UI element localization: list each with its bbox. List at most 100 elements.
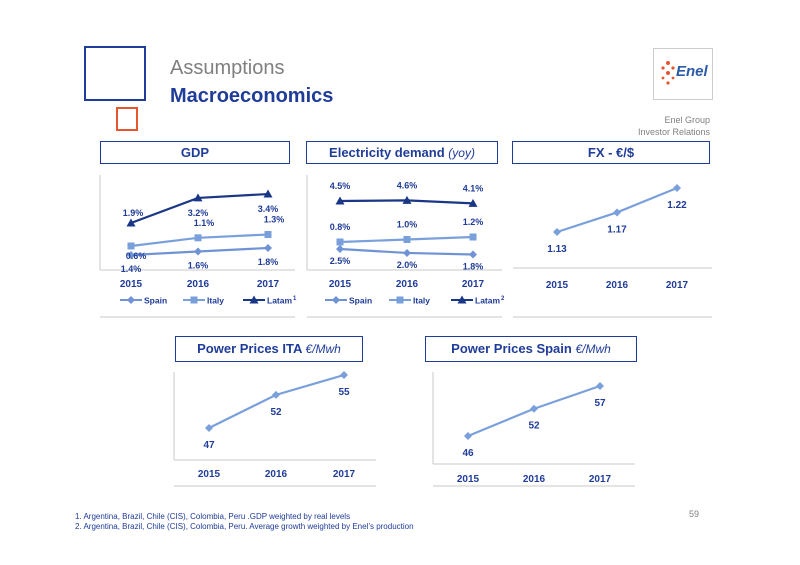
gdp-point-latam [193,193,203,202]
fx-data-point [673,184,681,192]
gdp-legend-label-spain: Spain [144,296,167,306]
demand-data-label-latam: 4.5% [330,181,351,191]
demand-data-label-spain: 2.0% [397,260,418,270]
spain-data-label: 46 [462,448,474,459]
gdp-legend-marker-spain [127,296,135,304]
ita-data-point [205,424,213,432]
fx-data-label: 1.13 [547,244,567,255]
demand-legend-label-italy: Italy [413,296,430,306]
fx-x-tick-label: 2015 [546,280,569,291]
spain-data-point [464,432,472,440]
spain-title-unit: €/Mwh [575,342,611,356]
demand-point-italy [403,236,411,243]
gdp-point-italy [127,242,135,250]
spain-chart: 2015 2016 2017 46 52 57 [432,372,635,487]
gdp-point-spain [264,244,272,252]
gdp-data-label-italy: 0.6% [126,251,147,261]
demand-data-label-latam: 4.1% [463,183,484,193]
spain-x-tick-label: 2016 [523,474,546,485]
spain-x-tick-label: 2017 [589,474,612,485]
gdp-data-label-italy: 1.1% [194,218,215,228]
gdp-legend-label-italy: Italy [207,296,224,306]
page-number: 59 [689,509,700,519]
demand-point-latam [335,196,345,205]
fx-title-text: FX - €/$ [587,145,635,160]
gdp-legend-footnote-latam: 1 [293,296,297,302]
page-subtitle: Macroeconomics [170,85,334,107]
demand-title-text: Electricity demand [329,145,445,160]
ita-panel-title: Power Prices ITA €/Mwh [175,336,363,362]
demand-data-label-italy: 1.0% [397,220,418,230]
gdp-data-label-latam: 3.4% [258,204,279,214]
company-department: Investor Relations [637,127,710,137]
ita-x-tick-label: 2017 [333,469,356,480]
gdp-legend-marker-italy [190,296,198,304]
demand-point-spain [336,245,344,253]
gdp-data-label-spain: 1.4% [121,264,142,274]
spain-data-point [596,382,604,390]
ita-data-point [340,371,348,379]
fx-data-label: 1.22 [667,200,687,211]
fx-panel-title: FX - €/$ [512,141,710,164]
gdp-panel-title: GDP [100,141,290,164]
gdp-title-text: GDP [180,145,210,160]
demand-legend-marker-italy [396,296,404,304]
fx-data-label: 1.17 [607,224,627,235]
company-name: Enel Group [664,115,710,125]
ita-data-label: 52 [270,407,282,418]
logo-text: Enel [676,63,708,80]
gdp-data-label-latam: 3.2% [188,208,209,218]
demand-legend-label-latam: Latam [475,296,500,306]
fx-data-point [553,228,561,236]
ita-title-unit: €/Mwh [305,342,341,356]
spain-data-point [530,404,538,413]
gdp-x-tick-label: 2016 [187,279,210,290]
logo-mark-icon [661,61,675,85]
company-info: Enel Group Investor Relations [638,114,710,138]
demand-data-label-spain: 1.8% [463,262,484,272]
gdp-point-latam [263,189,273,198]
spain-data-label: 52 [528,421,540,432]
demand-x-tick-label: 2016 [396,279,419,290]
gdp-point-italy [194,234,202,242]
fx-chart: 2015 2016 2017 1.13 1.17 1.22 [513,184,712,318]
ita-data-label: 55 [338,387,350,398]
gdp-data-label-spain: 1.6% [188,261,209,271]
demand-chart: 2015 2016 2017 2.5% 2.0% 1.8% Spain 0.8% 1.0% 1.2… [306,175,505,318]
demand-data-label-italy: 1.2% [463,217,484,227]
gdp-point-italy [264,231,272,239]
gdp-data-label-italy: 1.3% [264,215,285,225]
ita-x-tick-label: 2016 [265,469,288,480]
demand-point-latam [468,198,478,207]
demand-legend-marker-latam [457,295,467,304]
demand-legend-footnote-latam: 2 [501,296,505,302]
gdp-legend-label-latam: Latam [267,296,292,306]
fx-x-tick-label: 2016 [606,280,629,291]
demand-data-label-italy: 0.8% [330,222,351,232]
demand-x-tick-label: 2017 [462,279,485,290]
gdp-point-spain [194,247,202,256]
demand-title-unit: (yoy) [448,146,475,160]
gdp-chart: 2015 2016 2017 1.4% 1.6% 1.8% Spain 0.6% 1.1% 1.3… [99,175,297,318]
gdp-x-tick-label: 2017 [257,279,280,290]
company-logo: Enel [653,48,713,100]
spain-x-tick-label: 2015 [457,474,480,485]
demand-panel-title: Electricity demand (yoy) [306,141,498,164]
spain-title-text: Power Prices Spain [451,341,572,356]
ita-title-text: Power Prices ITA [197,341,302,356]
gdp-data-label-spain: 1.8% [258,257,279,267]
gdp-legend-marker-latam [249,295,259,304]
footnote-2: 2. Argentina, Brazil, Chile (CIS), Colom… [75,522,414,531]
fx-data-point [613,208,621,217]
demand-point-spain [403,248,411,257]
demand-legend-label-spain: Spain [349,296,372,306]
gdp-point-spain [127,251,135,259]
demand-point-latam [402,195,412,204]
demand-point-italy [469,233,477,241]
demand-data-label-latam: 4.6% [397,180,418,190]
demand-point-italy [336,238,344,246]
demand-x-tick-label: 2015 [329,279,352,290]
decorative-square-small [116,107,138,131]
ita-chart: 2015 2016 2017 47 52 55 [173,371,376,487]
demand-data-label-spain: 2.5% [330,256,351,266]
